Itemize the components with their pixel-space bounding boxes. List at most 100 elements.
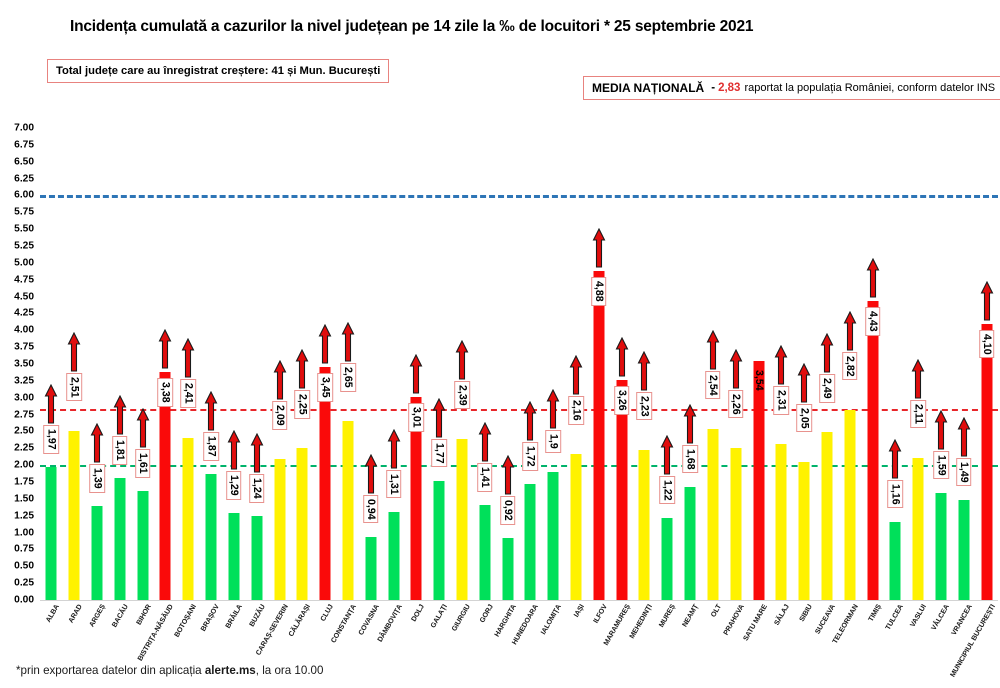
- trend-up-arrow-icon: [159, 329, 172, 369]
- note-total-judete-text: Total județe care au înregistrat creșter…: [56, 65, 381, 77]
- trend-up-arrow-icon: [683, 403, 697, 444]
- media-nationala-dash: -: [711, 82, 716, 94]
- bar-value-label: 1,87: [203, 431, 219, 461]
- y-axis-tick: 5.00: [14, 257, 34, 269]
- bar: [981, 323, 993, 600]
- y-axis-tick: 0.50: [14, 560, 34, 572]
- bar: [593, 270, 605, 600]
- x-axis-label: GORJ: [477, 603, 495, 625]
- x-axis-label: SĂLAJ: [772, 603, 792, 627]
- bar-value-label: 1,68: [682, 444, 698, 474]
- y-axis-tick: 5.75: [14, 206, 34, 218]
- trend-up-arrow-icon: [204, 390, 218, 431]
- x-axis-label: SIBIU: [797, 603, 815, 623]
- x-axis-label: IAȘI: [572, 603, 586, 619]
- trend-up-arrow-icon: [911, 358, 925, 399]
- bar-value-label: 1,59: [933, 450, 949, 480]
- trend-up-arrow-icon: [706, 329, 720, 370]
- x-axis-label: TIMIȘ: [866, 603, 883, 623]
- bar: [616, 380, 628, 600]
- y-axis-tick: 1.75: [14, 476, 34, 488]
- y-axis-tick: 0.75: [14, 543, 34, 555]
- x-axis-label: PRAHOVA: [721, 603, 746, 637]
- x-axis-label: MEHEDINȚI: [628, 603, 655, 641]
- y-axis-tick: 4.25: [14, 307, 34, 319]
- bar: [935, 492, 947, 600]
- y-axis-tick: 5.50: [14, 223, 34, 235]
- bar-value-label: 1,24: [248, 474, 265, 503]
- bar: [137, 491, 149, 600]
- bar-value-label: 2,23: [636, 391, 653, 421]
- bar: [502, 537, 514, 600]
- x-axis-label: BRAȘOV: [199, 603, 221, 633]
- trend-up-arrow-icon: [843, 310, 857, 351]
- x-axis-label: ILFOV: [591, 603, 609, 625]
- x-axis-label: BIHOR: [134, 603, 153, 627]
- y-axis-tick: 3.50: [14, 358, 34, 370]
- bar: [228, 513, 240, 600]
- trend-up-arrow-icon: [774, 345, 788, 385]
- y-axis-tick: 5.25: [14, 240, 34, 252]
- plot-area: 1,97 2,51 1,39 1,81 1,61 3,38 2,41 1,87 1,29 1,24…: [40, 128, 998, 600]
- bar: [844, 409, 856, 600]
- x-axis-label: BRĂILA: [223, 603, 244, 630]
- x-axis-label: GIURGIU: [450, 603, 472, 633]
- trend-up-arrow-icon: [455, 339, 469, 380]
- reference-line-prag-alert-albastru: [40, 195, 998, 199]
- x-axis-label: MUREȘ: [657, 603, 678, 629]
- bar-value-label: 3,26: [613, 386, 630, 415]
- bar-value-label: 1,41: [476, 462, 493, 492]
- bar: [433, 480, 445, 600]
- y-axis-tick: 4.50: [14, 291, 34, 303]
- bar: [342, 421, 354, 600]
- x-axis-label: TULCEA: [884, 603, 906, 632]
- trend-up-arrow-icon: [67, 331, 81, 372]
- x-axis-label: VASLUI: [908, 603, 929, 629]
- bar-value-label: 2,25: [294, 390, 311, 419]
- bar-value-label: 0,94: [362, 494, 379, 524]
- x-axis-label: DOLJ: [410, 603, 427, 624]
- bar-value-label: 1,16: [887, 479, 904, 509]
- y-axis-tick: 3.00: [14, 392, 34, 404]
- bar-value-label: 1,77: [431, 438, 447, 468]
- x-axis-label: CLUJ: [319, 603, 336, 623]
- bar-value-label: 1,49: [955, 457, 972, 487]
- bar: [296, 448, 308, 600]
- x-axis-label: IALOMIȚA: [539, 603, 564, 636]
- trend-up-arrow-icon: [501, 454, 514, 495]
- y-axis-tick: 2.50: [14, 425, 34, 437]
- bar: [798, 461, 810, 600]
- trend-up-arrow-icon: [90, 423, 104, 463]
- trend-up-arrow-icon: [957, 416, 971, 457]
- footer-post: , la ora 10.00: [255, 664, 324, 677]
- bar: [570, 454, 582, 600]
- x-axis-label: ARGEȘ: [87, 603, 107, 629]
- bar-value-label: 1,31: [385, 469, 402, 499]
- y-axis-tick: 2.25: [14, 442, 34, 454]
- bar: [114, 477, 126, 600]
- bar-value-label: 2,49: [819, 374, 835, 403]
- bar: [91, 506, 103, 600]
- bar-value-label: 1,22: [659, 475, 676, 505]
- bar: [753, 361, 764, 600]
- bar-value-label: 2,26: [727, 389, 744, 419]
- trend-up-arrow-icon: [638, 350, 651, 391]
- trend-up-arrow-icon: [569, 355, 583, 395]
- bar: [958, 499, 970, 600]
- bar-value-label: 3,54: [752, 370, 765, 391]
- bar-value-label: 4,88: [591, 276, 607, 306]
- footer-app-name: alerte.ms: [204, 664, 256, 677]
- trend-up-arrow-icon: [227, 430, 241, 470]
- bar: [68, 430, 80, 600]
- bar-value-label: 2,54: [705, 370, 721, 400]
- trend-up-arrow-icon: [729, 348, 743, 389]
- bar-value-label: 1,29: [226, 471, 242, 500]
- trend-up-arrow-icon: [592, 227, 606, 268]
- x-axis-line: [40, 600, 998, 602]
- trend-up-arrow-icon: [888, 438, 902, 479]
- trend-up-arrow-icon: [341, 322, 355, 362]
- bar: [912, 457, 924, 600]
- trend-up-arrow-icon: [432, 397, 446, 438]
- trend-up-arrow-icon: [45, 384, 58, 424]
- bar: [547, 471, 559, 600]
